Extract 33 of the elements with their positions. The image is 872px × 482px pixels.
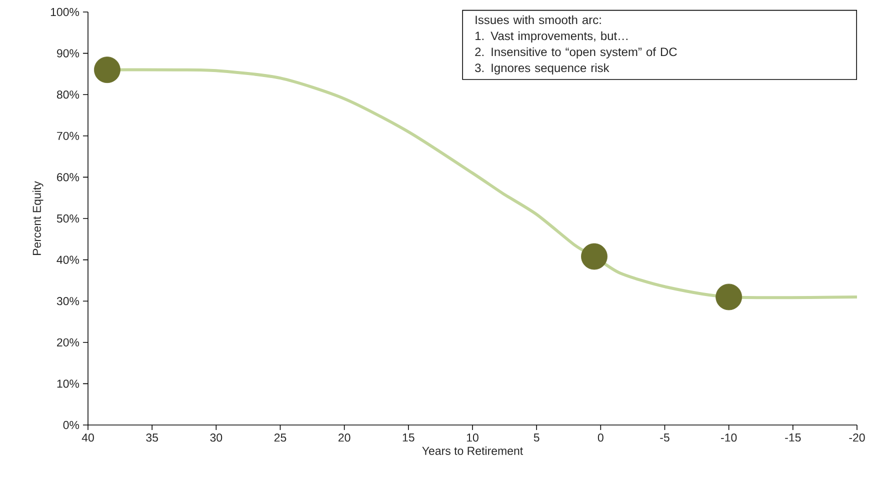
x-tick-label: -10 [721,434,737,442]
x-axis-title: Years to Retirement [422,446,523,455]
y-tick-label: 10% [57,380,80,388]
y-tick-label: 70% [57,132,80,140]
y-tick-label: 60% [57,173,80,182]
x-tick-label: 15 [402,434,414,442]
point [581,243,608,270]
y-tick-label: 100% [50,8,80,16]
x-tick-label: -20 [849,434,865,442]
y-tick-label: 80% [56,90,80,99]
y-tick-label: 30% [56,297,80,306]
y-axis-title: Percent Equity [32,181,44,255]
y-tick-label: 90% [57,49,80,58]
x-tick-label: 5 [534,434,540,442]
point [716,284,742,310]
x-tick-label: -15 [785,434,801,442]
annotation: 2. Insensitive to “open system” of DC [475,47,677,59]
y-tick-label: 40% [56,256,80,264]
x-tick-label: 20 [338,434,350,442]
y-tick-label: 20% [57,338,80,346]
annotation: 3. Ignores sequence risk [475,63,610,75]
x-tick-label: 0 [598,434,604,442]
x-tick-label: -5 [660,434,670,442]
x-tick-label: 25 [274,434,286,442]
x-tick-label: 30 [210,434,222,442]
annotation: Issues with smooth arc: [476,15,601,24]
y-tick-label: 0% [63,420,80,430]
x-tick-label: 40 [82,434,94,442]
annotation: 1. Vast improvements, but… [476,31,628,43]
x-tick-label: 10 [466,434,478,442]
y-tick-label: 50% [56,214,80,223]
point [94,56,120,84]
x-tick-label: 35 [146,434,158,442]
